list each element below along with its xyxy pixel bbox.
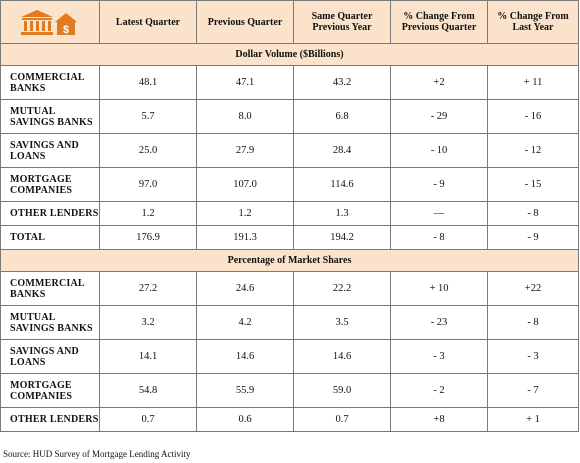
cell-change-year: +22: [487, 271, 579, 306]
cell-change-year: + 1: [487, 407, 579, 432]
cell-previous: 24.6: [196, 271, 294, 306]
cell-same-quarter: 22.2: [293, 271, 391, 306]
cell-same-quarter: 6.8: [293, 99, 391, 134]
cell-change-previous: —: [390, 201, 488, 226]
cell-previous: 191.3: [196, 225, 294, 250]
section-title: Percentage of Market Shares: [0, 249, 579, 272]
cell-change-year: - 12: [487, 133, 579, 168]
cell-previous: 4.2: [196, 305, 294, 340]
cell-latest: 0.7: [99, 407, 197, 432]
table-row: MUTUAL SAVINGS BANKS 5.7 8.0 6.8 - 29 - …: [0, 99, 579, 134]
cell-latest: 5.7: [99, 99, 197, 134]
table-row: MORTGAGE COMPANIES 54.8 55.9 59.0 - 2 - …: [0, 373, 579, 408]
cell-change-previous: + 10: [390, 271, 488, 306]
row-label: SAVINGS AND LOANS: [0, 339, 100, 374]
cell-same-quarter: 0.7: [293, 407, 391, 432]
col-change-previous-quarter: % Change From Previous Quarter: [390, 0, 488, 44]
table-row-total: TOTAL 176.9 191.3 194.2 - 8 - 9: [0, 225, 579, 250]
cell-change-year: - 8: [487, 201, 579, 226]
cell-latest: 48.1: [99, 65, 197, 100]
cell-latest: 27.2: [99, 271, 197, 306]
cell-same-quarter: 14.6: [293, 339, 391, 374]
cell-change-previous: - 2: [390, 373, 488, 408]
cell-latest: 3.2: [99, 305, 197, 340]
cell-same-quarter: 114.6: [293, 167, 391, 202]
cell-change-previous: - 23: [390, 305, 488, 340]
header-row: $ Latest Quarter Previous Quarter Same Q…: [0, 0, 579, 44]
cell-same-quarter: 59.0: [293, 373, 391, 408]
cell-same-quarter: 1.3: [293, 201, 391, 226]
cell-change-year: - 7: [487, 373, 579, 408]
cell-previous: 0.6: [196, 407, 294, 432]
row-label: TOTAL: [0, 225, 100, 250]
cell-change-previous: +8: [390, 407, 488, 432]
col-previous-quarter: Previous Quarter: [196, 0, 294, 44]
cell-change-previous: - 3: [390, 339, 488, 374]
cell-change-year: - 9: [487, 225, 579, 250]
row-label: MORTGAGE COMPANIES: [0, 167, 100, 202]
cell-change-previous: +2: [390, 65, 488, 100]
row-label: OTHER LENDERS: [0, 201, 100, 226]
cell-previous: 55.9: [196, 373, 294, 408]
svg-text:$: $: [63, 24, 69, 36]
cell-change-previous: - 9: [390, 167, 488, 202]
cell-latest: 176.9: [99, 225, 197, 250]
row-label: MUTUAL SAVINGS BANKS: [0, 99, 100, 134]
table-row: COMMERCIAL BANKS 27.2 24.6 22.2 + 10 +22: [0, 271, 579, 306]
cell-change-previous: - 10: [390, 133, 488, 168]
cell-change-previous: - 29: [390, 99, 488, 134]
cell-same-quarter: 28.4: [293, 133, 391, 168]
table-row: COMMERCIAL BANKS 48.1 47.1 43.2 +2 + 11: [0, 65, 579, 100]
cell-same-quarter: 194.2: [293, 225, 391, 250]
cell-previous: 47.1: [196, 65, 294, 100]
row-label: OTHER LENDERS: [0, 407, 100, 432]
cell-previous: 8.0: [196, 99, 294, 134]
section-title: Dollar Volume ($Billions): [0, 43, 579, 66]
table-row: SAVINGS AND LOANS 25.0 27.9 28.4 - 10 - …: [0, 133, 579, 168]
table-row: OTHER LENDERS 1.2 1.2 1.3 — - 8: [0, 201, 579, 226]
source-note: Source: HUD Survey of Mortgage Lending A…: [3, 449, 191, 459]
row-label: SAVINGS AND LOANS: [0, 133, 100, 168]
bank-with-house-dollar-icon: $: [21, 10, 77, 36]
cell-previous: 1.2: [196, 201, 294, 226]
section-header-market-shares: Percentage of Market Shares: [0, 249, 579, 272]
cell-change-previous: - 8: [390, 225, 488, 250]
section-header-dollar-volume: Dollar Volume ($Billions): [0, 43, 579, 66]
table-row: OTHER LENDERS 0.7 0.6 0.7 +8 + 1: [0, 407, 579, 432]
col-same-quarter-previous-year: Same Quarter Previous Year: [293, 0, 391, 44]
table-row: MORTGAGE COMPANIES 97.0 107.0 114.6 - 9 …: [0, 167, 579, 202]
cell-change-year: - 3: [487, 339, 579, 374]
table-row: SAVINGS AND LOANS 14.1 14.6 14.6 - 3 - 3: [0, 339, 579, 374]
cell-change-year: - 8: [487, 305, 579, 340]
row-label: MUTUAL SAVINGS BANKS: [0, 305, 100, 340]
cell-latest: 54.8: [99, 373, 197, 408]
col-change-last-year: % Change From Last Year: [487, 0, 579, 44]
col-latest-quarter: Latest Quarter: [99, 0, 197, 44]
row-label: COMMERCIAL BANKS: [0, 65, 100, 100]
cell-latest: 14.1: [99, 339, 197, 374]
logo-cell: $: [0, 0, 100, 44]
cell-change-year: + 11: [487, 65, 579, 100]
cell-latest: 1.2: [99, 201, 197, 226]
row-label: MORTGAGE COMPANIES: [0, 373, 100, 408]
cell-latest: 97.0: [99, 167, 197, 202]
cell-latest: 25.0: [99, 133, 197, 168]
cell-previous: 27.9: [196, 133, 294, 168]
cell-same-quarter: 3.5: [293, 305, 391, 340]
row-label: COMMERCIAL BANKS: [0, 271, 100, 306]
mortgage-lending-table: $ Latest Quarter Previous Quarter Same Q…: [0, 0, 579, 432]
cell-previous: 107.0: [196, 167, 294, 202]
cell-same-quarter: 43.2: [293, 65, 391, 100]
table-row: MUTUAL SAVINGS BANKS 3.2 4.2 3.5 - 23 - …: [0, 305, 579, 340]
cell-previous: 14.6: [196, 339, 294, 374]
cell-change-year: - 15: [487, 167, 579, 202]
cell-change-year: - 16: [487, 99, 579, 134]
